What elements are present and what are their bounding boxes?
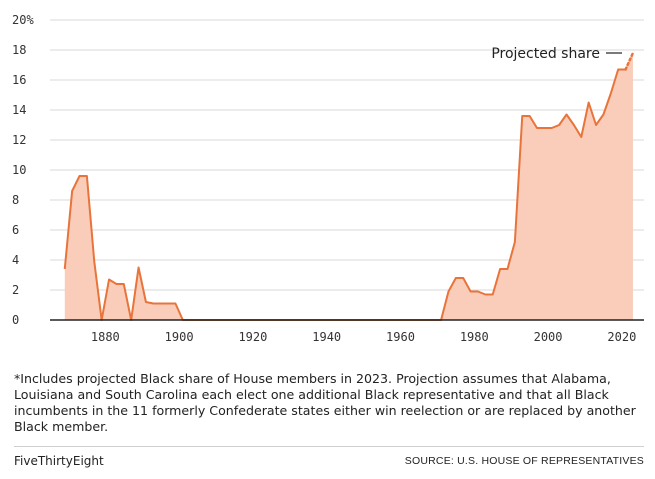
brand-logo-text: FiveThirtyEight: [14, 454, 104, 468]
y-tick-label: 12: [12, 133, 26, 147]
y-axis-ticks: 0 2 4 6 8 10 12 14 16 18 20%: [12, 13, 34, 327]
series-line: [63, 68, 626, 321]
x-tick-label: 1940: [312, 330, 341, 344]
y-tick-label: 10: [12, 163, 26, 177]
y-tick-label: 0: [12, 313, 19, 327]
x-tick-label: 1920: [238, 330, 267, 344]
source-note: SOURCE: U.S. HOUSE OF REPRESENTATIVES: [404, 455, 644, 467]
series-area: [64, 53, 633, 320]
projected-share-annotation: Projected share: [491, 46, 600, 62]
x-tick-label: 1880: [91, 330, 120, 344]
x-tick-label: 2020: [607, 330, 636, 344]
y-tick-label: 16: [12, 73, 26, 87]
y-tick-label: 18: [12, 43, 26, 57]
x-tick-label: 1980: [460, 330, 489, 344]
projection-line: [624, 51, 635, 71]
x-tick-label: 1960: [386, 330, 415, 344]
y-tick-label: 8: [12, 193, 19, 207]
y-tick-label: 2: [12, 283, 19, 297]
footer-divider: [14, 446, 644, 447]
y-tick-label: 4: [12, 253, 19, 267]
footnote: *Includes projected Black share of House…: [14, 371, 636, 434]
x-axis-ticks: 1880 1900 1920 1940 1960 1980 2000 2020: [91, 330, 636, 344]
grid-lines: [50, 19, 644, 291]
y-tick-label: 6: [12, 223, 19, 237]
x-tick-label: 2000: [534, 330, 563, 344]
y-tick-label: 20%: [12, 13, 34, 27]
y-tick-label: 14: [12, 103, 26, 117]
x-tick-label: 1900: [165, 330, 194, 344]
